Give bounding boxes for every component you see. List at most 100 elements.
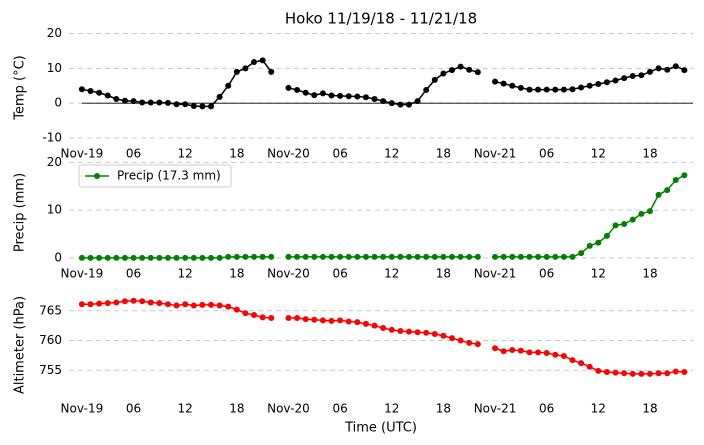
- data-point: [294, 86, 301, 93]
- data-point: [156, 254, 163, 261]
- data-point: [586, 242, 593, 249]
- legend-box: [78, 164, 232, 188]
- data-point: [638, 210, 645, 217]
- data-point: [440, 70, 447, 77]
- data-point: [492, 78, 499, 85]
- x-tick-label: 06: [539, 402, 554, 416]
- data-point: [664, 66, 671, 73]
- x-tick-label: 06: [126, 147, 141, 161]
- x-tick-label: Nov-19: [61, 402, 104, 416]
- data-point: [113, 254, 120, 261]
- data-point: [423, 329, 430, 336]
- y-tick-label: 20: [47, 26, 62, 40]
- data-point: [603, 232, 610, 239]
- data-point: [397, 328, 404, 335]
- data-point: [251, 311, 258, 318]
- data-point: [164, 254, 171, 261]
- data-point: [199, 103, 206, 110]
- data-point: [173, 101, 180, 108]
- data-point: [345, 253, 352, 260]
- data-point: [578, 250, 585, 257]
- data-point: [190, 254, 197, 261]
- data-point: [509, 347, 516, 354]
- data-point: [371, 96, 378, 102]
- data-point: [517, 347, 524, 354]
- data-point: [96, 254, 103, 261]
- x-tick-label: 18: [436, 267, 451, 281]
- data-point: [457, 253, 464, 260]
- legend-label: Precip (17.3 mm): [117, 169, 221, 183]
- data-point: [466, 66, 473, 73]
- series-line: [81, 299, 685, 375]
- x-tick-label: 18: [229, 267, 244, 281]
- data-point: [535, 86, 542, 93]
- series-line: [81, 174, 685, 259]
- x-tick-label: 12: [384, 147, 399, 161]
- data-point: [78, 86, 85, 93]
- data-point: [139, 298, 146, 305]
- data-point: [560, 253, 567, 260]
- data-point: [285, 253, 292, 260]
- data-point: [500, 253, 507, 260]
- data-point: [603, 79, 610, 86]
- data-point: [397, 101, 404, 108]
- x-axis-label: Time (UTC): [344, 421, 417, 436]
- x-tick-label: 18: [642, 402, 657, 416]
- data-point: [164, 301, 171, 308]
- y-tick-label: 10: [47, 61, 62, 75]
- data-point: [492, 253, 499, 260]
- y-tick-label: 760: [39, 333, 62, 347]
- data-point: [569, 357, 576, 364]
- data-point: [268, 314, 275, 321]
- x-tick-label: 06: [126, 267, 141, 281]
- x-tick-label: 06: [332, 147, 347, 161]
- y-axis-label: Temp (°C): [13, 55, 28, 121]
- data-point: [216, 302, 223, 309]
- data-point: [595, 367, 602, 374]
- data-point: [216, 93, 223, 100]
- data-point: [156, 99, 163, 106]
- data-point: [474, 341, 481, 348]
- data-point: [526, 349, 533, 356]
- x-tick-label: Nov-21: [474, 267, 517, 281]
- data-point: [268, 253, 275, 260]
- data-point: [474, 69, 481, 76]
- data-point: [104, 254, 111, 261]
- x-tick-label: 18: [436, 147, 451, 161]
- data-point: [362, 94, 369, 101]
- x-tick-label: 12: [591, 402, 606, 416]
- data-point: [130, 297, 137, 304]
- x-tick-label: 18: [229, 147, 244, 161]
- data-point: [646, 68, 653, 75]
- data-point: [380, 253, 387, 260]
- data-point: [130, 254, 137, 261]
- x-tick-label: 06: [539, 267, 554, 281]
- x-tick-label: 12: [178, 402, 193, 416]
- data-point: [646, 208, 653, 215]
- data-point: [569, 253, 576, 260]
- data-point: [121, 298, 128, 305]
- data-point: [552, 86, 559, 93]
- data-point: [147, 99, 154, 106]
- data-point: [621, 75, 628, 82]
- data-point: [646, 370, 653, 377]
- data-point: [345, 93, 352, 100]
- data-point: [337, 253, 344, 260]
- data-point: [629, 216, 636, 223]
- x-tick-label: 18: [229, 402, 244, 416]
- data-point: [414, 253, 421, 260]
- data-point: [294, 253, 301, 260]
- x-tick-label: 18: [436, 402, 451, 416]
- data-point: [354, 319, 361, 326]
- y-axis-label: Precip (mm): [13, 173, 28, 252]
- data-point: [612, 222, 619, 229]
- data-point: [526, 253, 533, 260]
- data-point: [449, 335, 456, 342]
- data-point: [78, 254, 85, 261]
- data-point: [431, 253, 438, 260]
- data-point: [311, 253, 318, 260]
- data-point: [302, 89, 309, 96]
- data-point: [354, 93, 361, 100]
- data-point: [182, 101, 189, 108]
- data-point: [87, 254, 94, 261]
